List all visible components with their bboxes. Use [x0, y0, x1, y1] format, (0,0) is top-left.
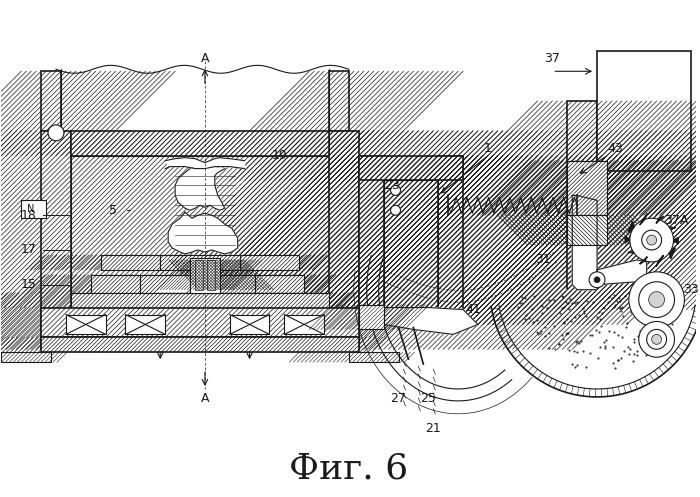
Text: A: A: [201, 52, 209, 65]
Circle shape: [639, 282, 675, 318]
Polygon shape: [640, 257, 648, 264]
Polygon shape: [175, 168, 225, 210]
Text: 15: 15: [20, 278, 36, 291]
Circle shape: [647, 235, 657, 245]
Polygon shape: [168, 212, 238, 254]
Bar: [71, 156, 329, 349]
Bar: [125, 315, 165, 334]
Polygon shape: [625, 236, 630, 243]
Text: 1: 1: [484, 142, 492, 155]
Polygon shape: [572, 195, 597, 290]
Polygon shape: [165, 158, 244, 168]
Circle shape: [639, 322, 675, 357]
Bar: [1, 352, 51, 362]
Polygon shape: [628, 252, 634, 253]
Text: 18: 18: [20, 209, 36, 222]
Text: 31: 31: [535, 253, 550, 266]
Bar: [41, 131, 71, 349]
Text: 33: 33: [683, 283, 699, 296]
Polygon shape: [160, 255, 239, 270]
Bar: [567, 215, 607, 245]
Bar: [359, 305, 384, 330]
Polygon shape: [359, 308, 478, 334]
Polygon shape: [640, 214, 648, 225]
Polygon shape: [597, 260, 647, 285]
Bar: [239, 255, 299, 270]
Bar: [91, 275, 141, 293]
Polygon shape: [384, 180, 438, 325]
Bar: [438, 156, 463, 325]
Circle shape: [642, 230, 661, 250]
Polygon shape: [141, 275, 255, 293]
Bar: [567, 161, 607, 215]
Bar: [195, 260, 203, 290]
Text: 27: 27: [391, 393, 407, 406]
Bar: [207, 260, 215, 290]
Bar: [597, 51, 692, 170]
Bar: [255, 275, 304, 293]
Bar: [41, 71, 61, 131]
Bar: [41, 308, 359, 337]
Text: 43: 43: [607, 142, 623, 155]
Circle shape: [589, 272, 605, 288]
Bar: [66, 315, 106, 334]
Polygon shape: [499, 290, 695, 389]
Bar: [101, 255, 160, 270]
Polygon shape: [656, 216, 664, 224]
Circle shape: [630, 218, 673, 262]
Bar: [71, 293, 329, 308]
Circle shape: [629, 272, 685, 328]
Bar: [41, 337, 359, 352]
Circle shape: [391, 185, 400, 195]
Bar: [284, 315, 324, 334]
Text: N: N: [27, 204, 35, 214]
Text: 5: 5: [108, 204, 117, 217]
Text: 17: 17: [20, 244, 36, 256]
Polygon shape: [656, 255, 664, 266]
Polygon shape: [673, 238, 678, 244]
Bar: [230, 315, 270, 334]
Text: 19: 19: [272, 149, 287, 162]
Circle shape: [391, 205, 400, 215]
Circle shape: [594, 277, 600, 283]
Bar: [567, 101, 597, 310]
Bar: [329, 71, 349, 131]
Bar: [329, 131, 359, 349]
Text: 23: 23: [384, 179, 400, 192]
Text: 25: 25: [420, 393, 436, 406]
Polygon shape: [628, 221, 634, 232]
Circle shape: [48, 125, 64, 141]
Bar: [61, 69, 329, 131]
Bar: [359, 156, 384, 325]
Text: A: A: [201, 393, 209, 406]
Bar: [71, 131, 329, 156]
Polygon shape: [669, 248, 675, 259]
Text: 37A: 37A: [664, 214, 689, 227]
Circle shape: [647, 330, 666, 349]
Text: 21: 21: [426, 422, 441, 435]
Text: 37: 37: [545, 52, 560, 65]
Text: 41: 41: [465, 303, 481, 316]
Circle shape: [649, 292, 664, 308]
Polygon shape: [669, 227, 675, 228]
Bar: [190, 258, 220, 293]
Bar: [349, 352, 398, 362]
Bar: [359, 156, 463, 180]
Circle shape: [652, 334, 662, 344]
Bar: [21, 200, 46, 218]
Text: Фиг. 6: Фиг. 6: [289, 451, 408, 486]
